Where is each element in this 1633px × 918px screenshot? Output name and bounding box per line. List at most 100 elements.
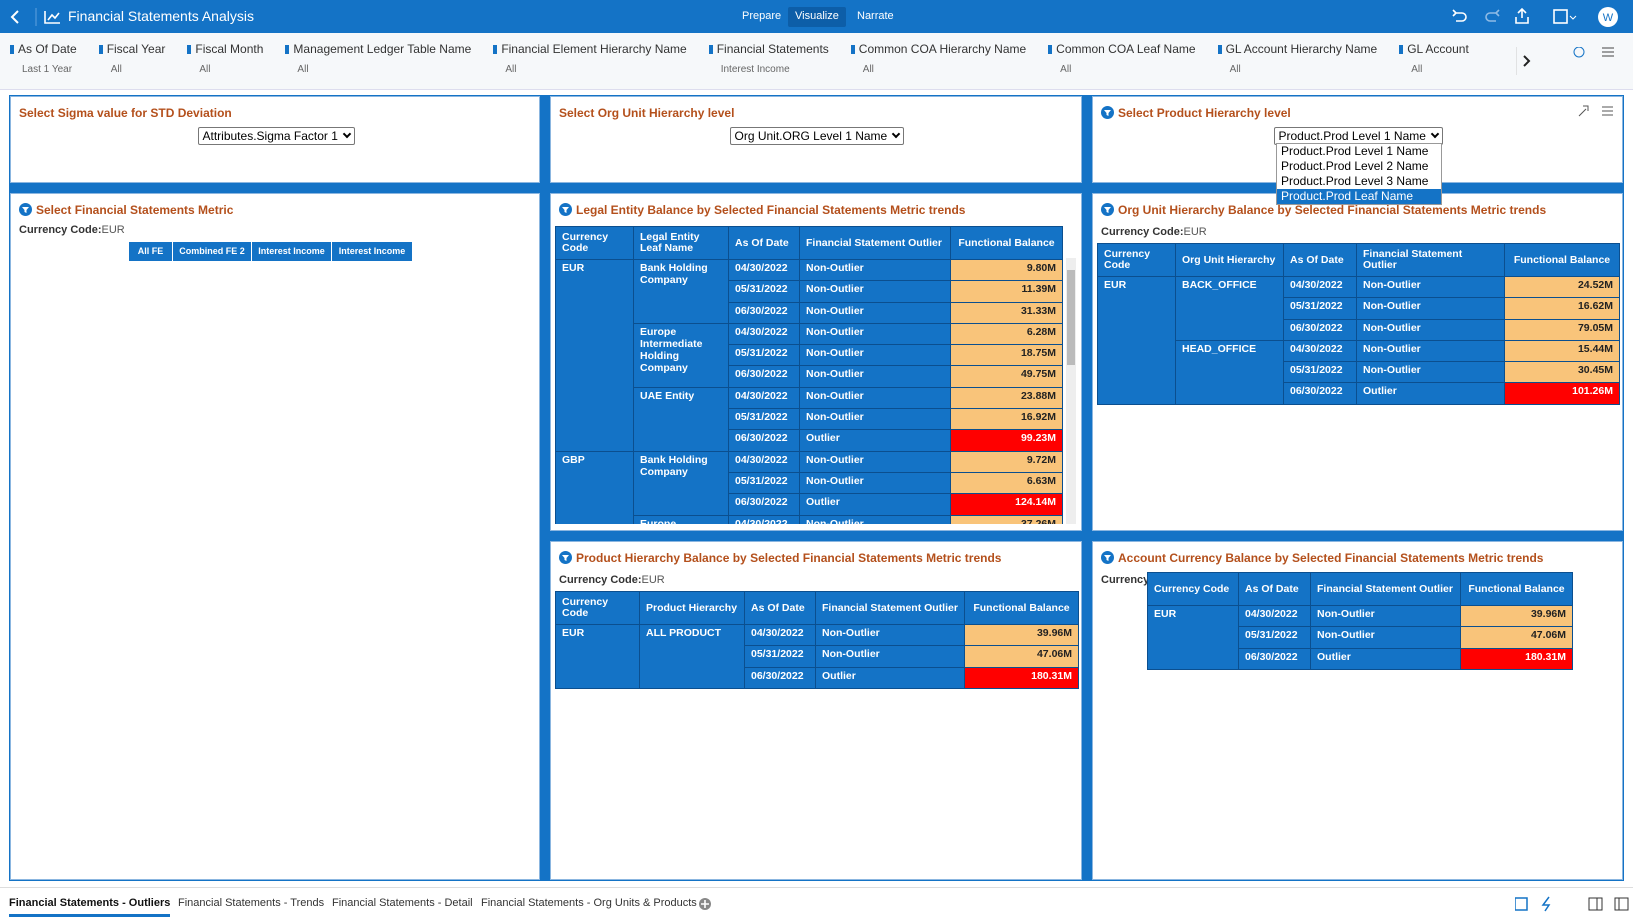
dropdown-option[interactable]: Product.Prod Level 1 Name: [1281, 144, 1429, 158]
mode-tab[interactable]: Prepare: [742, 10, 782, 22]
table-cell: Non-Outlier: [799, 514, 951, 524]
filter[interactable]: Financial Statements Interest Income: [709, 42, 829, 82]
table-cell: Non-Outlier: [1356, 339, 1505, 363]
sheet-tab[interactable]: Financial Statements - Trends: [178, 897, 325, 909]
column-header: Currency Code: [1097, 243, 1176, 277]
user-avatar[interactable]: W: [1603, 12, 1614, 24]
filter[interactable]: Common COA Leaf Name All: [1048, 42, 1195, 82]
filter[interactable]: Fiscal Month All: [187, 42, 263, 82]
filter[interactable]: As Of Date Last 1 Year: [10, 42, 77, 82]
scrollbar[interactable]: [1066, 258, 1076, 524]
select[interactable]: Attributes.Sigma Factor 1: [197, 127, 355, 145]
filter-label: Fiscal Month: [187, 42, 263, 56]
metric-button[interactable]: Interest Income: [332, 242, 413, 261]
table-row: 06/30/2022 Outlier 180.31M: [1148, 647, 1573, 670]
sheet-tab[interactable]: Financial Statements - Detail: [332, 897, 473, 909]
table-row: UAE Entity 04/30/2022 Non-Outlier 23.88M: [556, 386, 1063, 452]
filter-label: GL Account Hierarchy Name: [1218, 42, 1378, 56]
table-cell: GBP: [555, 450, 634, 524]
balance-cell: 11.39M: [950, 280, 1063, 303]
table-cell: 04/30/2022: [728, 322, 800, 346]
filter[interactable]: GL Account All: [1399, 42, 1469, 82]
panel-title: Select Financial Statements Metric: [19, 203, 233, 217]
nav-icons[interactable]: [8, 8, 68, 26]
table-row: Europe Intermediate Holding Company 04/30…: [556, 322, 1063, 388]
table-cell: Non-Outlier: [799, 471, 951, 495]
select[interactable]: Org Unit.ORG Level 1 Name: [729, 127, 905, 145]
table-cell: 05/31/2022: [1283, 297, 1357, 320]
metric-button[interactable]: All FE: [129, 242, 173, 261]
column-header: Legal Entity Leaf Name: [633, 226, 729, 260]
currency-line: Currency Code:EUR: [1101, 226, 1207, 238]
column-header: Product Hierarchy: [639, 591, 745, 625]
table-cell: Non-Outlier: [799, 386, 951, 410]
filter[interactable]: Management Ledger Table Name All: [285, 42, 471, 82]
sheet-tab[interactable]: Financial Statements - Org Units & Produ…: [481, 897, 697, 909]
column-header: Currency Code: [555, 591, 640, 625]
balance-cell: 79.05M: [1504, 318, 1620, 341]
table-body: EUR 04/30/2022 Non-Outlier 39.96M 05/31/2022…: [1147, 604, 1573, 670]
filter-value: All: [199, 64, 211, 75]
filter-value: All: [110, 64, 122, 75]
table-cell: 06/30/2022: [728, 493, 800, 516]
panel-title-text: Account Currency Balance by Selected Fin…: [1118, 551, 1544, 565]
table-cell: Non-Outlier: [1356, 318, 1505, 341]
header-row: Currency Code Legal Entity Leaf Name As Of…: [555, 226, 1063, 260]
panel-title-text: Select Sigma value for STD Deviation: [19, 106, 232, 120]
mode-tab[interactable]: Visualize: [788, 7, 846, 27]
table-cell: 04/30/2022: [744, 623, 816, 647]
filter[interactable]: Fiscal Year All: [99, 42, 166, 82]
panel-tools[interactable]: [1578, 105, 1614, 117]
sheet-tabs: Financial Statements - Outliers Financial…: [0, 887, 1633, 918]
filter-bar: As Of Date Last 1 Year Fiscal Year All Fisca…: [0, 33, 1633, 90]
metric-button[interactable]: Interest Income: [252, 242, 332, 261]
column-header: Functional Balance: [1460, 572, 1573, 606]
sheet-tab[interactable]: Financial Statements - Outliers: [9, 897, 171, 917]
table-row: EUR BACK_OFFICE 04/30/2022 Non-Outlier 24.52…: [1097, 275, 1620, 405]
filter[interactable]: Financial Element Hierarchy Name All: [493, 42, 686, 82]
currency-label: Currency Code:: [1101, 226, 1184, 238]
data-table: Currency Code Legal Entity Leaf Name As Of…: [555, 226, 1063, 524]
table-wrap: Currency Code As Of Date Financial Stateme…: [1147, 572, 1573, 670]
table-wrap: Currency Code Org Unit Hierarchy As Of Dat…: [1097, 243, 1620, 405]
panel-title: Select Org Unit Hierarchy level: [559, 106, 734, 120]
toolbar-icons[interactable]: W: [1448, 7, 1628, 27]
currency-value: EUR: [641, 574, 665, 586]
table-row: 05/31/2022 Non-Outlier 16.92M: [556, 408, 1063, 431]
table-wrap: Currency Code Product Hierarchy As Of Date…: [555, 591, 1079, 689]
data-table: Currency Code Org Unit Hierarchy As Of Dat…: [1097, 243, 1620, 405]
balance-cell: 23.88M: [950, 386, 1063, 410]
table-row: 05/31/2022 Non-Outlier 11.39M: [556, 280, 1063, 303]
balance-cell: 180.31M: [1460, 647, 1573, 670]
balance-cell: 9.72M: [950, 450, 1063, 473]
table-body: EUR ALL PRODUCT 04/30/2022 Non-Outlier 39.96…: [555, 623, 1079, 689]
table-cell: Non-Outlier: [799, 280, 951, 303]
dropdown-option[interactable]: Product.Prod Level 3 Name: [1281, 174, 1429, 188]
table-row: Europe 04/30/2022 Non-Outlier 37.26M: [556, 514, 1063, 524]
panel-title-text: Org Unit Hierarchy Balance by Selected F…: [1118, 203, 1547, 217]
scroll-thumb[interactable]: [1067, 270, 1075, 365]
table-cell: Outlier: [815, 666, 965, 689]
canvas: Select Sigma value for STD Deviation Attr…: [9, 95, 1624, 881]
dropdown-option[interactable]: Product.Prod Level 2 Name: [1281, 159, 1429, 173]
mode-tab[interactable]: Narrate: [857, 10, 894, 22]
add-sheet[interactable]: [698, 897, 712, 911]
table-cell: 04/30/2022: [728, 450, 800, 473]
filter-controls[interactable]: [1516, 47, 1628, 75]
column-header: As Of Date: [1238, 572, 1311, 606]
filter[interactable]: Common COA Hierarchy Name All: [851, 42, 1026, 82]
dropdown-option[interactable]: Product.Prod Leaf Name: [1277, 189, 1441, 204]
table-body: EUR BACK_OFFICE 04/30/2022 Non-Outlier 24.52…: [1097, 275, 1620, 405]
table-body: EUR Bank Holding Company 04/30/2022 Non-Out…: [555, 258, 1063, 524]
table-cell: Bank Holding Company: [633, 450, 729, 516]
filter[interactable]: GL Account Hierarchy Name All: [1218, 42, 1378, 82]
table-cell: 06/30/2022: [728, 429, 800, 452]
filter-value: Interest Income: [720, 64, 790, 75]
balance-cell: 39.96M: [964, 623, 1079, 647]
column-header: As Of Date: [744, 591, 816, 625]
footer-icons[interactable]: [1515, 896, 1630, 912]
filter-value: All: [862, 64, 874, 75]
table-row: EUR Bank Holding Company 04/30/2022 Non-Out…: [555, 258, 1063, 452]
table-cell: Non-Outlier: [799, 365, 951, 388]
metric-button[interactable]: Combined FE 2: [173, 242, 252, 261]
